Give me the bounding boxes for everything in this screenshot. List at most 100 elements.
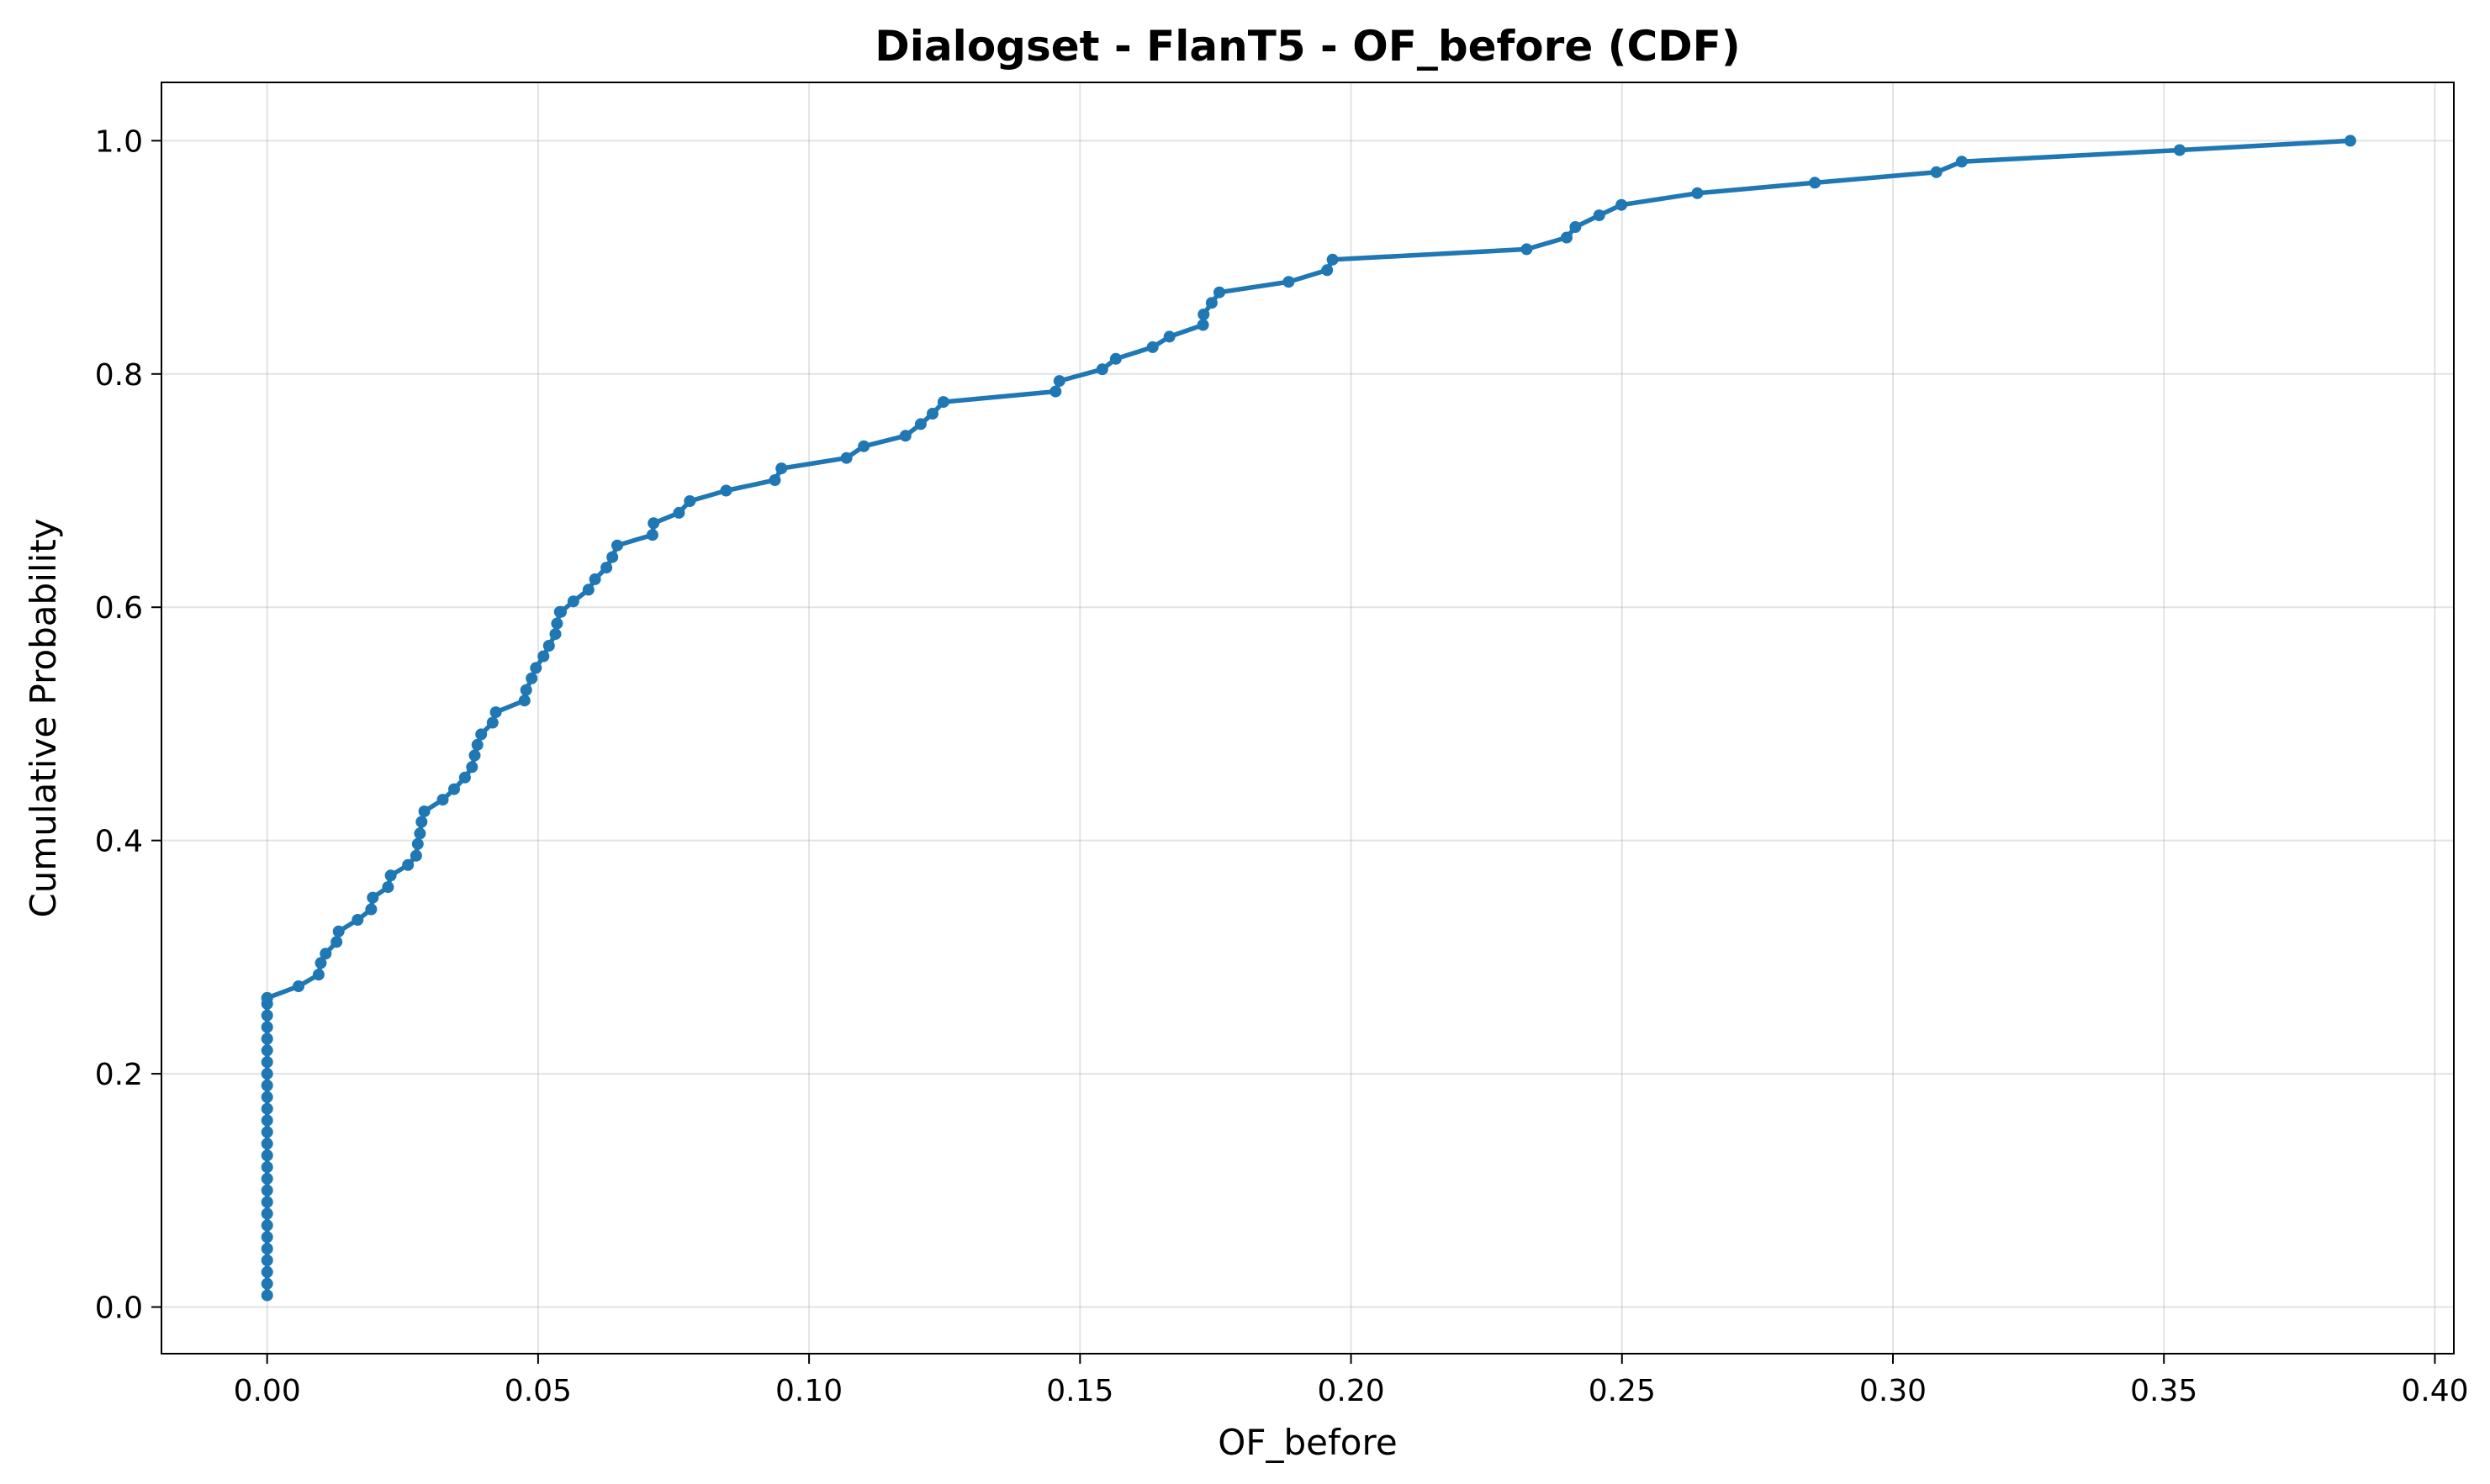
x-tick-label: 0.00	[234, 1374, 301, 1408]
x-tick-label: 0.40	[2401, 1374, 2468, 1408]
data-point	[1593, 209, 1605, 222]
x-tick-label: 0.15	[1046, 1374, 1113, 1408]
x-tick-label: 0.05	[505, 1374, 572, 1408]
y-tick-label: 0.2	[95, 1058, 143, 1092]
data-point	[384, 869, 397, 882]
data-point	[646, 529, 658, 541]
data-point	[261, 1068, 273, 1080]
data-point	[1520, 243, 1533, 256]
data-point	[489, 706, 502, 719]
data-point	[466, 761, 478, 774]
x-tick-label: 0.35	[2130, 1374, 2197, 1408]
data-point	[769, 474, 781, 486]
data-point	[1053, 375, 1065, 388]
data-point	[448, 783, 460, 795]
y-tick-label: 0.4	[95, 825, 143, 859]
data-point	[518, 694, 531, 707]
data-point	[1146, 341, 1159, 353]
data-point	[261, 1172, 273, 1185]
x-tick-label: 0.20	[1317, 1374, 1384, 1408]
data-point	[914, 418, 927, 430]
data-point	[261, 1207, 273, 1220]
data-point	[261, 1149, 273, 1162]
y-tick-label: 0.0	[95, 1291, 143, 1326]
data-point	[261, 1056, 273, 1069]
x-tick-label: 0.10	[775, 1374, 843, 1408]
data-point	[606, 551, 619, 563]
data-point	[261, 1138, 273, 1150]
ticks: 0.00 0.05 0.10 0.15 0.20 0.25 0.30 0.35 0.40 0.0 0…	[95, 124, 2469, 1408]
data-point	[549, 628, 562, 641]
data-point	[775, 462, 788, 475]
data-point	[1213, 286, 1225, 298]
data-point	[937, 396, 949, 409]
data-point	[526, 672, 538, 684]
data-point	[365, 903, 378, 916]
data-point	[1321, 264, 1334, 277]
data-point	[261, 1114, 273, 1127]
data-point	[1282, 276, 1295, 288]
data-point	[315, 957, 327, 969]
x-axis-label: OF_before	[1218, 1422, 1397, 1463]
data-point	[537, 650, 550, 663]
data-point	[1809, 177, 1821, 189]
data-point	[261, 1243, 273, 1255]
y-tick-label: 1.0	[95, 124, 143, 159]
data-point	[261, 1126, 273, 1138]
data-point	[475, 728, 488, 741]
data-point	[1930, 166, 1943, 178]
data-point	[1049, 385, 1062, 398]
x-tick-label: 0.25	[1589, 1374, 1656, 1408]
data-point	[589, 573, 601, 585]
data-point	[1197, 309, 1210, 320]
data-point	[414, 827, 426, 840]
data-point	[1205, 297, 1218, 309]
data-point	[673, 506, 685, 519]
data-point	[611, 539, 623, 552]
y-tick-label: 0.8	[95, 358, 143, 393]
data-point	[1163, 330, 1176, 343]
data-point	[1326, 253, 1339, 266]
data-point	[415, 816, 428, 828]
data-point	[261, 1021, 273, 1033]
x-tick-label: 0.30	[1859, 1374, 1927, 1408]
data-point	[261, 1277, 273, 1290]
chart-title: Dialogset - FlanT5 - OF_before (CDF)	[875, 22, 1740, 71]
data-point	[418, 805, 431, 817]
data-point	[1955, 156, 1968, 168]
data-point	[261, 1265, 273, 1278]
data-point	[332, 925, 345, 937]
data-point	[382, 881, 394, 894]
data-point	[555, 605, 567, 618]
data-point	[1615, 198, 1628, 211]
data-point	[542, 640, 555, 652]
data-point	[293, 980, 304, 992]
axes-frame	[161, 82, 2455, 1355]
data-point	[261, 991, 273, 1004]
data-point	[2344, 135, 2356, 147]
data-point	[410, 849, 422, 862]
data-point	[261, 1196, 273, 1208]
data-point	[1096, 363, 1108, 376]
data-point	[471, 738, 484, 751]
data-point	[858, 440, 870, 452]
data-point	[320, 948, 332, 960]
data-point	[684, 495, 696, 507]
data-point	[1109, 352, 1122, 365]
data-point	[261, 1044, 273, 1057]
data-point	[582, 584, 595, 596]
data-point	[261, 1289, 273, 1302]
data-point	[436, 794, 449, 806]
data-point	[551, 617, 563, 630]
data-point	[567, 595, 579, 608]
data-point	[261, 1161, 273, 1174]
data-point	[1561, 231, 1573, 244]
data-point	[530, 662, 542, 674]
data-point	[648, 517, 660, 530]
data-point	[261, 1091, 273, 1103]
data-point	[2173, 144, 2186, 156]
data-point	[261, 1231, 273, 1244]
data-point	[927, 408, 938, 420]
